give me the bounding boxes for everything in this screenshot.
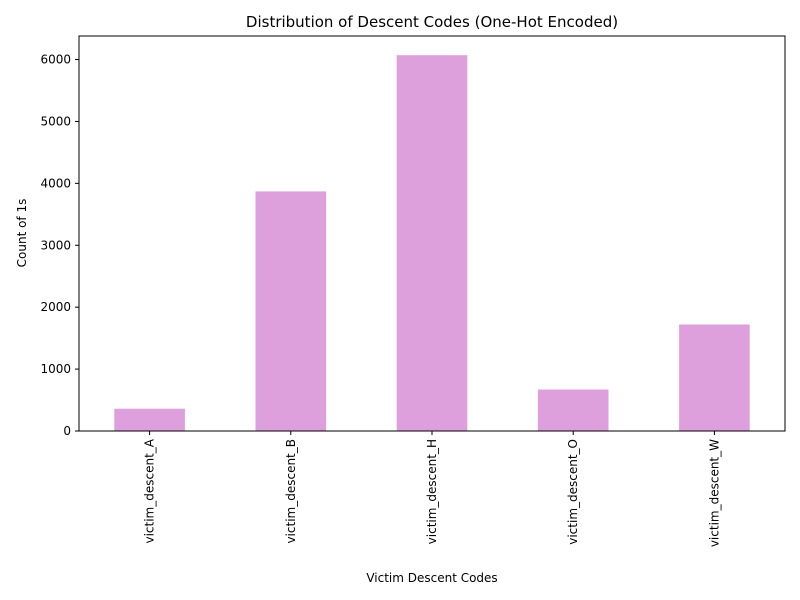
y-tick-label: 1000: [40, 362, 71, 376]
bar-victim_descent_B: [255, 191, 327, 431]
y-tick-label: 5000: [40, 114, 71, 128]
x-axis-label: Victim Descent Codes: [366, 571, 497, 585]
y-tick-label: 4000: [40, 176, 71, 190]
x-tick-label: victim_descent_O: [566, 439, 580, 545]
y-tick-label: 3000: [40, 238, 71, 252]
plot-frame: [78, 35, 786, 432]
x-tick-label: victim_descent_H: [425, 439, 439, 544]
bar-victim_descent_A: [114, 408, 185, 431]
bar-victim_descent_O: [537, 389, 609, 431]
y-tick-label: 6000: [40, 53, 71, 67]
x-tick-label: victim_descent_B: [284, 439, 298, 544]
x-tick-label: victim_descent_A: [143, 438, 157, 543]
bar-victim_descent_H: [396, 55, 468, 432]
bar-victim_descent_W: [679, 324, 750, 431]
y-tick-label: 0: [63, 424, 71, 438]
chart-title: Distribution of Descent Codes (One-Hot E…: [246, 13, 618, 31]
x-tick-label: victim_descent_W: [707, 439, 721, 547]
y-axis-label: Count of 1s: [15, 199, 29, 268]
plot-area: 0 1000 2000 3000 4000 5000 6000 victim_descent_…: [40, 35, 786, 547]
y-tick-label: 2000: [40, 300, 71, 314]
